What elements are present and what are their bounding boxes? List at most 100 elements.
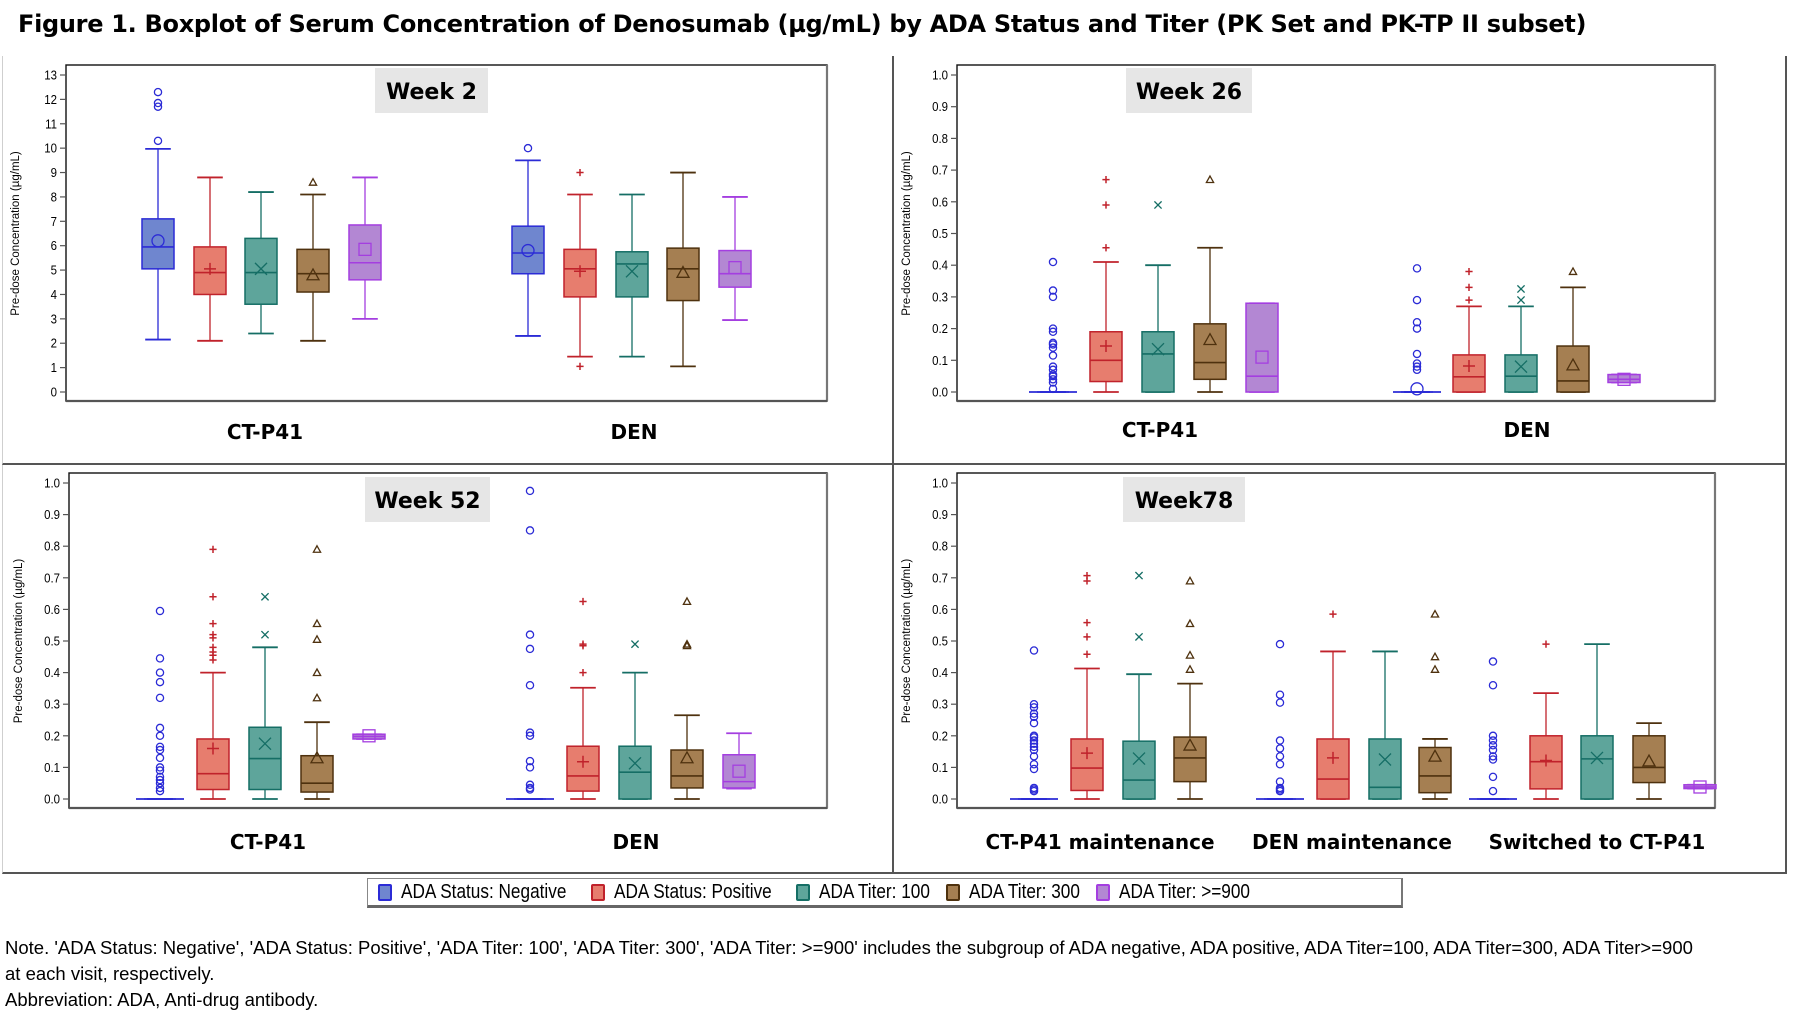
y-tick-label: 9 [51, 165, 58, 180]
outlier-circle-marker [1048, 338, 1058, 348]
iqr-box [1316, 738, 1350, 800]
mean-marker [1514, 360, 1528, 374]
legend-label: ADA Titer: 300 [968, 880, 1080, 903]
outlier-circle-marker [1029, 736, 1039, 745]
outlier-circle-marker [1048, 370, 1058, 379]
outlier-triangle-marker [312, 634, 322, 643]
mean-marker [1641, 753, 1657, 767]
iqr-box [1070, 738, 1104, 792]
outlier-triangle-marker [1430, 664, 1440, 673]
outlier-circle-marker [1275, 759, 1285, 769]
outlier-circle-marker [1412, 362, 1422, 371]
outlier-circle-marker [525, 731, 535, 741]
outlier-circle-marker [155, 766, 165, 775]
outlier-circle-marker [1488, 736, 1498, 745]
outlier-circle-marker [1275, 744, 1285, 753]
week-label-box [365, 477, 490, 522]
mean-marker [1463, 360, 1475, 373]
box-neg [506, 486, 554, 800]
mean-marker [732, 764, 746, 778]
y-tick-label: 0.5 [932, 634, 948, 649]
legend: ADA Status: Negative ADA Status: Positiv… [367, 878, 1403, 908]
mean-marker [151, 234, 165, 248]
y-tick-label: 0.2 [932, 321, 948, 336]
plot-frame [68, 472, 828, 809]
mean-marker [577, 755, 589, 768]
y-tick-label: 0.7 [44, 571, 60, 586]
outlier-plus-marker [576, 168, 584, 177]
outlier-plus-marker [1083, 619, 1091, 627]
outlier-circle-marker [1029, 745, 1039, 755]
outlier-circle-marker [1275, 752, 1285, 761]
outlier-triangle-marker [682, 596, 692, 606]
outlier-circle-marker [155, 772, 165, 782]
outlier-triangle-marker [1430, 651, 1440, 661]
y-tick-label: 0.1 [932, 353, 948, 368]
box-t300 [296, 177, 330, 342]
outlier-circle-marker [155, 786, 165, 796]
box-t300 [1632, 722, 1666, 800]
outlier-circle-marker [1048, 292, 1058, 302]
outlier-plus-marker [1083, 571, 1091, 580]
mean-marker [1617, 372, 1631, 386]
y-tick-label: 0.1 [932, 760, 948, 775]
mean-marker [362, 729, 376, 743]
outlier-circle-marker [523, 143, 533, 153]
outlier-circle-marker [155, 731, 165, 741]
outlier-x-marker [1153, 200, 1163, 210]
plot-frame [956, 64, 1716, 402]
outlier-circle-marker [155, 775, 165, 785]
outlier-triangle-marker [312, 692, 322, 702]
mean-marker [1100, 340, 1112, 353]
plot-frame [65, 64, 828, 402]
iqr-box [670, 749, 704, 789]
box-t900 [722, 732, 756, 790]
mean-marker [358, 242, 372, 257]
outlier-triangle-marker [1430, 609, 1440, 618]
abbreviation-line: Abbreviation: ADA, Anti-drug antibody. [5, 989, 319, 1010]
legend-item-titer-300: ADA Titer: 300 [945, 880, 1080, 904]
figure-title: Figure 1. Boxplot of Serum Concentration… [18, 10, 1587, 38]
outlier-circle-marker [1029, 718, 1039, 728]
outlier-circle-marker [1488, 657, 1498, 666]
iqr-box [1122, 740, 1156, 800]
mean-marker [675, 265, 691, 278]
legend-swatch-titer-900 [1095, 883, 1110, 901]
outlier-circle-marker [1412, 264, 1422, 273]
outlier-plus-marker [1102, 176, 1110, 184]
outlier-circle-marker [1029, 752, 1039, 761]
outlier-circle-marker [1412, 349, 1422, 359]
y-tick-label: 0.0 [932, 792, 948, 807]
outlier-circle-marker [525, 756, 535, 766]
mean-marker [1590, 751, 1604, 765]
outlier-circle-marker [155, 654, 165, 663]
legend-swatch-positive [591, 883, 606, 901]
box-t300 [300, 544, 334, 800]
category-group: DEN [1393, 264, 1641, 442]
y-tick-label: 0.0 [932, 385, 948, 400]
outlier-plus-marker [576, 362, 584, 370]
mean-marker [521, 243, 535, 258]
category-group: DEN maintenance [1252, 609, 1452, 854]
y-tick-label: 0.7 [932, 163, 948, 178]
week-label: Week78 [1135, 489, 1234, 514]
outlier-circle-marker [1412, 318, 1422, 327]
y-tick-label: 0.6 [44, 602, 60, 617]
y-tick-label: 7 [51, 214, 58, 229]
x-category-label: DEN [610, 420, 657, 444]
box-t900 [352, 729, 386, 743]
iqr-box [1368, 738, 1402, 800]
box-neg [136, 606, 184, 800]
iqr-box [244, 237, 278, 305]
week-label-box [1126, 68, 1252, 113]
outlier-plus-marker [1465, 283, 1473, 291]
y-tick-label: 0.6 [932, 195, 948, 210]
y-tick-label: 0.9 [44, 507, 60, 522]
legend-label: ADA Status: Negative [401, 880, 567, 903]
box-t100 [1122, 571, 1156, 800]
x-category-label: Switched to CT-P41 [1489, 830, 1706, 854]
y-tick-label: 0.5 [44, 634, 60, 649]
mean-marker [1182, 737, 1198, 751]
